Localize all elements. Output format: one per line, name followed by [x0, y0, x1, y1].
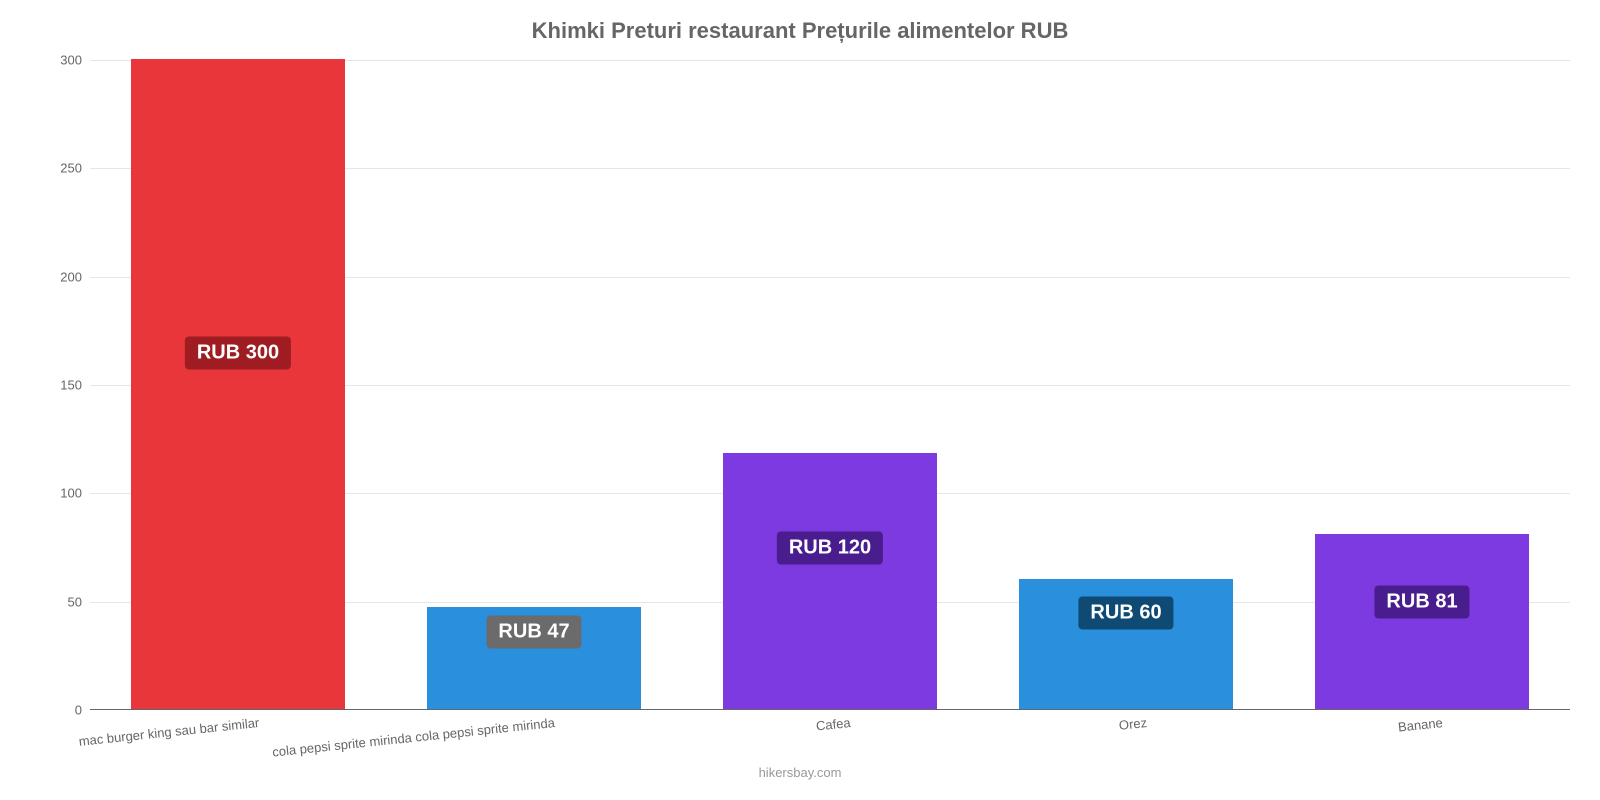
bar [723, 453, 936, 709]
x-tick-label: cola pepsi sprite mirinda cola pepsi spr… [272, 715, 556, 760]
x-tick-label: Cafea [815, 715, 851, 734]
y-tick-label: 50 [68, 594, 90, 609]
x-tick-label: Banane [1397, 715, 1443, 735]
x-tick-label: Orez [1118, 715, 1148, 733]
value-badge: RUB 60 [1078, 596, 1173, 629]
attribution-text: hikersbay.com [759, 765, 842, 780]
y-tick-label: 0 [75, 703, 90, 718]
value-badge: RUB 120 [777, 531, 883, 564]
y-tick-label: 250 [60, 161, 90, 176]
value-badge: RUB 300 [185, 336, 291, 369]
bar [131, 59, 344, 709]
price-bar-chart: Khimki Preturi restaurant Prețurile alim… [0, 0, 1600, 800]
bars-container [90, 60, 1570, 709]
value-badge: RUB 47 [486, 616, 581, 649]
y-tick-label: 100 [60, 486, 90, 501]
y-tick-label: 150 [60, 378, 90, 393]
bar [1315, 534, 1528, 710]
y-tick-label: 200 [60, 269, 90, 284]
value-badge: RUB 81 [1374, 585, 1469, 618]
x-tick-label: mac burger king sau bar similar [78, 715, 260, 749]
y-tick-label: 300 [60, 53, 90, 68]
plot-area: 050100150200250300 mac burger king sau b… [90, 60, 1570, 710]
chart-title: Khimki Preturi restaurant Prețurile alim… [0, 0, 1600, 44]
